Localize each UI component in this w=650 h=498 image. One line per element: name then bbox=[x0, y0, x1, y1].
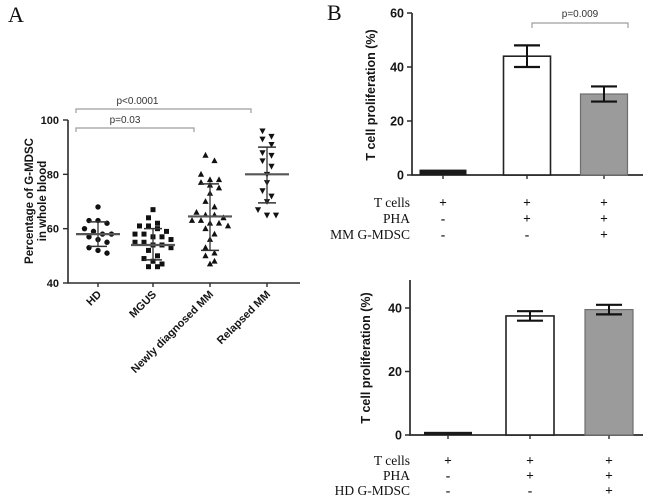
bar-chart-mm-gmdsc: 0 20 40 60 T cell proliferation (%) p=0.009 T … bbox=[330, 7, 643, 242]
condition-label: T cells bbox=[374, 195, 410, 210]
p-value-label: p=0.009 bbox=[562, 9, 599, 20]
scatter-plot-gmdsc: 40 60 80 100 Percentage of G-MDSCin whole bl… bbox=[24, 96, 300, 376]
condition-label: PHA bbox=[383, 211, 410, 226]
y-tick-label: 40 bbox=[47, 278, 59, 290]
condition-sign: + bbox=[526, 453, 534, 468]
panel-b-label: B bbox=[327, 0, 342, 25]
condition-sign: + bbox=[600, 195, 608, 210]
condition-label: MM G-MDSC bbox=[330, 227, 410, 242]
significance-bracket bbox=[531, 22, 629, 28]
condition-label: HD G-MDSC bbox=[335, 483, 410, 498]
condition-sign: + bbox=[523, 211, 531, 226]
panel-a-label: A bbox=[8, 2, 24, 27]
condition-sign: + bbox=[605, 468, 613, 483]
group-mgus: MGUS bbox=[127, 207, 175, 320]
condition-sign: - bbox=[446, 483, 451, 498]
y-tick-label: 80 bbox=[47, 169, 59, 181]
y-tick-label: 20 bbox=[388, 365, 402, 379]
condition-sign: + bbox=[439, 195, 447, 210]
bar-3 bbox=[584, 308, 634, 436]
y-tick-label: 60 bbox=[390, 7, 404, 21]
p-value-label: p=0.03 bbox=[110, 115, 141, 126]
condition-sign: + bbox=[605, 453, 613, 468]
significance-bracket bbox=[75, 127, 195, 132]
condition-sign: + bbox=[523, 195, 531, 210]
bar-3 bbox=[579, 93, 629, 176]
group-relapsed-mm: Relapsed MM bbox=[215, 128, 289, 347]
y-tick-label: 40 bbox=[388, 302, 402, 316]
y-tick-label: 60 bbox=[47, 224, 59, 236]
scatter-plot: 40 60 80 100 Percentage of G-MDSCin whole bl… bbox=[24, 96, 300, 376]
group-newly-diagnosed-mm: Newly diagnosed MM bbox=[129, 151, 232, 376]
condition-sign: - bbox=[528, 483, 533, 498]
condition-sign: - bbox=[441, 211, 446, 226]
y-axis-label: T cell proliferation (%) bbox=[364, 29, 378, 160]
y-axis-label: Percentage of G-MDSCin whole blood bbox=[24, 138, 49, 264]
x-tick-label: MGUS bbox=[127, 289, 159, 321]
p-value-label: p<0.0001 bbox=[117, 96, 159, 107]
bar-2 bbox=[502, 55, 552, 176]
condition-sign: - bbox=[441, 227, 446, 242]
y-axis-label: T cell proliferation (%) bbox=[359, 292, 373, 423]
bar-1 bbox=[419, 169, 467, 175]
condition-label: PHA bbox=[383, 468, 410, 483]
condition-sign: + bbox=[605, 483, 613, 498]
y-tick-label: 40 bbox=[390, 61, 404, 75]
condition-sign: - bbox=[525, 227, 530, 242]
condition-sign: + bbox=[444, 453, 452, 468]
bar-1 bbox=[424, 431, 472, 435]
condition-label: T cells bbox=[374, 453, 410, 468]
y-tick-label: 100 bbox=[41, 115, 59, 127]
condition-sign: + bbox=[600, 227, 608, 242]
y-tick-label: 20 bbox=[390, 115, 404, 129]
condition-sign: + bbox=[600, 211, 608, 226]
x-tick-label: Relapsed MM bbox=[215, 289, 273, 347]
y-tick-label: 0 bbox=[397, 169, 404, 183]
condition-sign: - bbox=[446, 468, 451, 483]
x-tick-label: HD bbox=[84, 289, 104, 309]
significance-bracket bbox=[75, 108, 252, 113]
group-hd: HD bbox=[76, 204, 120, 308]
y-tick-label: 0 bbox=[395, 429, 402, 443]
condition-sign: + bbox=[526, 468, 534, 483]
bar-2 bbox=[505, 315, 555, 436]
bar-chart: 0 20 40 60 T cell proliferation (%) p=0.009 T … bbox=[330, 7, 643, 242]
